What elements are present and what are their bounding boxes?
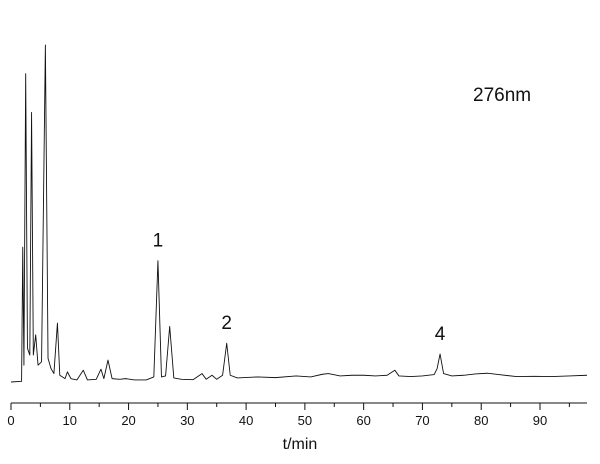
chromatogram-trace	[10, 44, 588, 383]
x-axis-title: t/min	[283, 436, 318, 453]
peak-label: 1	[153, 231, 164, 252]
x-tick-label: 70	[415, 413, 429, 428]
x-axis-tick-labels: 0 10 20 30 40 50 60 70 80 90	[7, 413, 547, 428]
x-axis-ticks	[10, 403, 570, 410]
x-tick-label: 0	[7, 413, 14, 428]
x-tick-label: 90	[533, 413, 547, 428]
wavelength-label: 276nm	[473, 85, 531, 106]
x-tick-label: 60	[356, 413, 370, 428]
peak-label: 4	[435, 324, 446, 345]
x-tick-label: 10	[63, 413, 77, 428]
peak-labels: 1 2 4	[153, 231, 446, 345]
x-tick-label: 30	[180, 413, 194, 428]
x-tick-label: 40	[239, 413, 253, 428]
peak-label: 2	[221, 313, 232, 334]
x-tick-label: 80	[474, 413, 488, 428]
x-tick-label: 50	[298, 413, 312, 428]
x-tick-label: 20	[121, 413, 135, 428]
